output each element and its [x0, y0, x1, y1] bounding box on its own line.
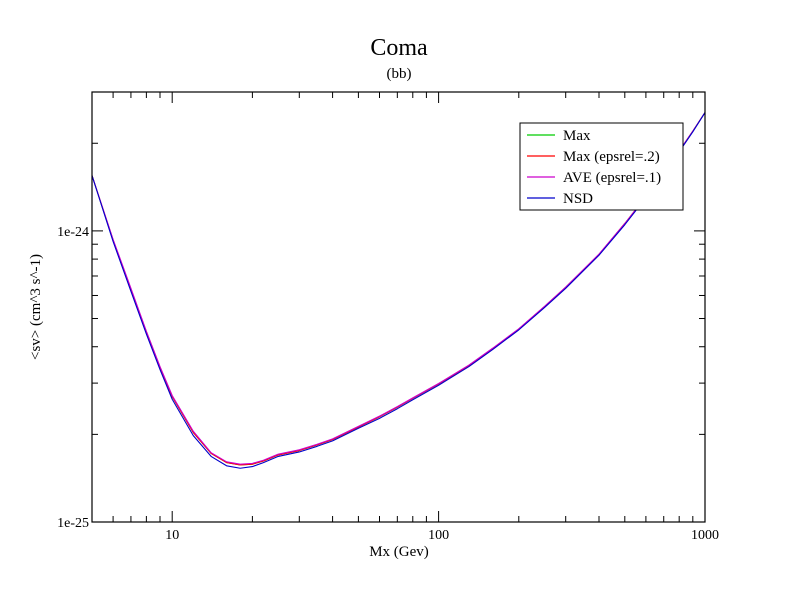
y-axis-label: <sv> (cm^3 s^-1) [28, 254, 44, 360]
series-line-3 [92, 112, 705, 465]
legend-label: AVE (epsrel=.1) [563, 170, 661, 186]
legend: Max Max (epsrel=.2) AVE (epsrel=.1) NSD [519, 122, 684, 211]
x-tick-label: 1000 [691, 528, 719, 543]
plot-frame [91, 91, 706, 523]
legend-label: Max (epsrel=.2) [563, 149, 660, 165]
legend-label: Max [563, 128, 591, 144]
series-line-4 [92, 112, 705, 469]
x-tick-label: 10 [165, 528, 179, 543]
chart-subtitle: (bb) [387, 66, 412, 82]
series-layer [92, 112, 705, 469]
legend-label: NSD [563, 191, 593, 207]
y-tick-label: 1e-25 [57, 516, 89, 531]
y-tick-label: 1e-24 [57, 225, 89, 240]
legend-box [519, 122, 684, 211]
chart-title: Coma [370, 35, 428, 61]
x-tick-label: 100 [428, 528, 449, 543]
x-axis-label: Mx (Gev) [369, 544, 429, 560]
